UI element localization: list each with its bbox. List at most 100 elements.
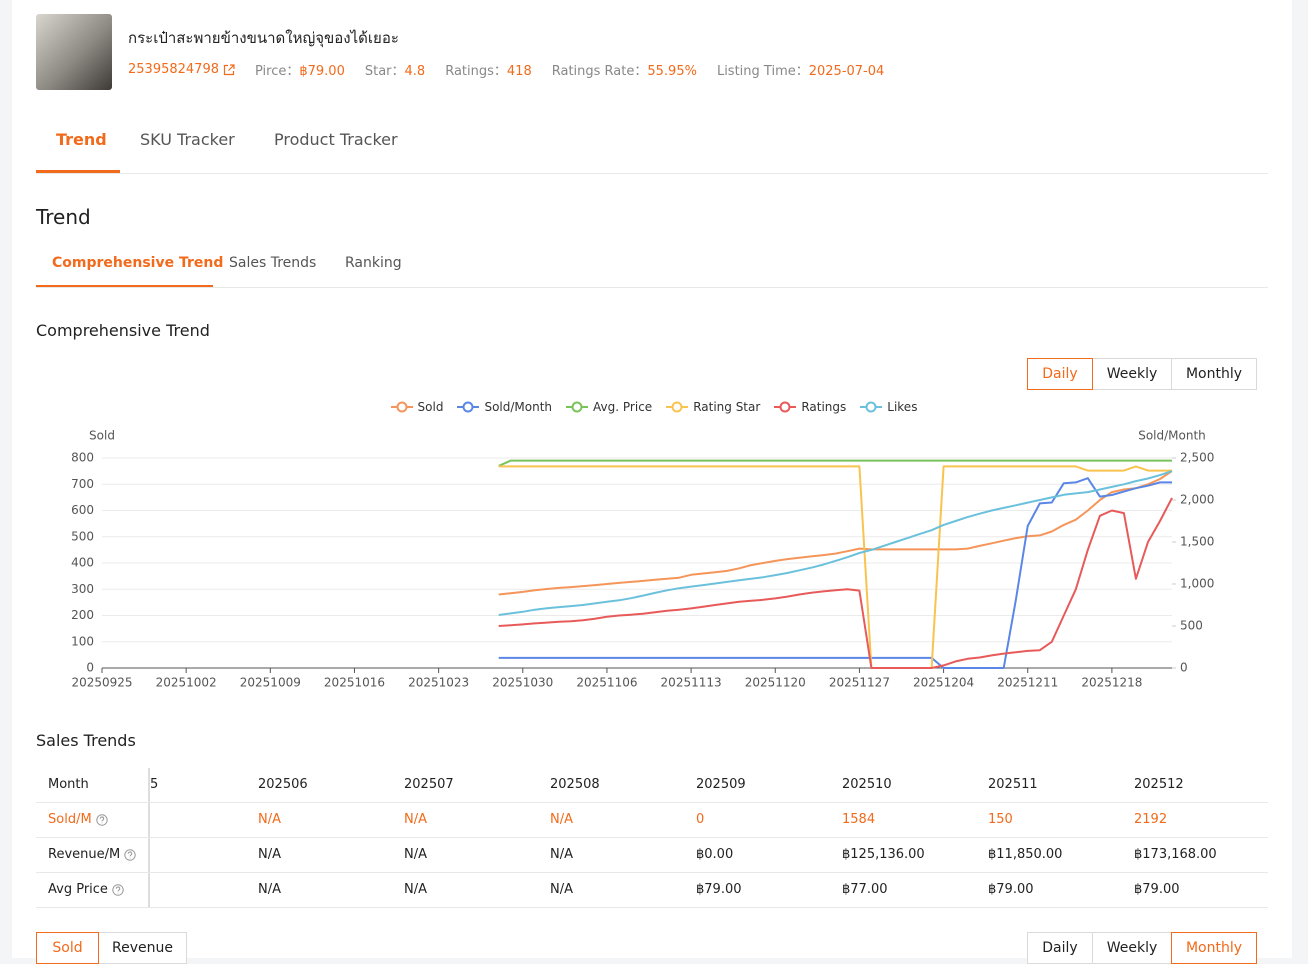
header-cell: 202512 [1134, 777, 1184, 792]
row-label: Avg Price [48, 882, 124, 897]
header-cell: 202506 [258, 777, 308, 792]
help-icon[interactable] [112, 883, 124, 896]
product-id-link[interactable]: 25395824798 [128, 62, 235, 77]
header-cell: 202509 [696, 777, 746, 792]
x-tick-label: 20251009 [240, 676, 301, 690]
legend-icon [666, 401, 689, 413]
header-cell: Month [48, 777, 89, 792]
table-cell: ฿0.00 [696, 847, 734, 862]
legend-label: Sold/Month [484, 400, 553, 414]
toggle-button[interactable]: Weekly [1092, 358, 1172, 390]
table-cell: N/A [258, 812, 281, 827]
x-tick-label: 20251211 [997, 676, 1058, 690]
y-tick-label: 0 [86, 661, 94, 675]
help-circle [124, 848, 136, 861]
table-cell: N/A [258, 882, 281, 897]
product-info: 25395824798 Pirce：฿79.00 Star：4.8 Ratings：… [128, 60, 884, 79]
table-cell: ฿11,850.00 [988, 847, 1063, 862]
legend-item[interactable]: Sold [390, 400, 443, 414]
legend-icon [457, 401, 480, 413]
legend-label: Ratings [801, 400, 847, 414]
legend-icon [860, 401, 883, 413]
tab[interactable]: Trend [56, 130, 107, 149]
toggle-button[interactable]: Revenue [98, 932, 187, 964]
tab[interactable]: SKU Tracker [140, 130, 235, 149]
header-cell: 202510 [842, 777, 892, 792]
legend-item[interactable]: Avg. Price [566, 400, 652, 414]
x-tick-label: 20251127 [829, 676, 890, 690]
table-cell: N/A [550, 882, 573, 897]
product-image [36, 14, 112, 90]
series-line [498, 459, 1172, 467]
subtab[interactable]: Ranking [345, 255, 402, 271]
row-line [36, 907, 1268, 908]
external-link-icon[interactable] [223, 63, 235, 76]
card [12, 0, 1292, 958]
row-label-text: Revenue/M [48, 847, 121, 862]
help-circle [112, 883, 124, 896]
legend-marker [671, 401, 683, 413]
y-tick-label: 200 [71, 608, 94, 622]
help-glyph [128, 851, 133, 858]
field-label: Ratings Rate： [551, 64, 648, 79]
sales-trends-title: Sales Trends [36, 731, 136, 750]
legend-marker [865, 401, 877, 413]
table-cell: ฿79.00 [1134, 882, 1180, 897]
legend-item[interactable]: Sold/Month [457, 400, 552, 414]
help-glyph [99, 816, 104, 823]
legend-label: Rating Star [693, 400, 761, 414]
row-line [36, 872, 1268, 873]
table-cell: ฿77.00 [842, 882, 888, 897]
legend-marker [779, 401, 791, 413]
field-label: Pirce： [254, 64, 300, 79]
legend-icon [774, 401, 797, 413]
help-icon[interactable] [95, 813, 108, 826]
legend-label: Likes [887, 400, 918, 414]
toggle-button[interactable]: Daily [1027, 358, 1093, 390]
field-label: Star： [364, 64, 405, 79]
toggle-button[interactable]: Monthly [1171, 932, 1257, 964]
table-cell: ฿79.00 [696, 882, 742, 897]
y2-tick-label: 1,000 [1180, 577, 1214, 591]
header-cell: 202507 [404, 777, 454, 792]
table-cell: N/A [404, 812, 427, 827]
y2-tick-label: 500 [1180, 619, 1203, 633]
y2-tick-label: 2,500 [1180, 451, 1214, 465]
legend-marker [571, 401, 583, 413]
legend-label: Avg. Price [593, 400, 653, 414]
help-icon[interactable] [124, 848, 136, 861]
y-tick-label: 300 [71, 582, 94, 596]
legend: Sold Sold/Month Avg. Price Rating Star Ratin… [0, 400, 1308, 414]
field-value: 2025-07-04 [808, 64, 885, 79]
toggle-button[interactable]: Daily [1027, 932, 1093, 964]
y2-axis-title: Sold/Month [1138, 429, 1206, 443]
product-title: กระเป๋าสะพายข้างขนาดใหญ่จุของได้เยอะ [128, 29, 399, 47]
table-cell: ฿125,136.00 [842, 847, 925, 862]
field-label: Ratings： [445, 64, 507, 79]
tab[interactable]: Product Tracker [274, 130, 398, 149]
header-cell-partial: 5 [150, 777, 159, 792]
row-label-text: Sold/M [48, 812, 92, 827]
product-id[interactable]: 25395824798 [128, 62, 219, 77]
chart: Sold Sold/Month 0 100 200 300 400 500 600 700 800 0… [71, 429, 1214, 690]
info-field: Ratings：418 [445, 60, 532, 79]
field-label: Listing Time： [716, 64, 809, 79]
legend-item[interactable]: Rating Star [666, 400, 760, 414]
row-label: Revenue/M [48, 847, 136, 862]
toggle-button[interactable]: Weekly [1092, 932, 1172, 964]
row-line [36, 837, 1268, 838]
legend-item[interactable]: Likes [860, 400, 917, 414]
toggle-button[interactable]: Sold [36, 932, 99, 964]
field-value: 55.95% [647, 64, 697, 79]
subtab[interactable]: Sales Trends [229, 255, 317, 271]
field-value: 418 [506, 64, 532, 79]
help-circle [95, 813, 108, 826]
legend-icon [390, 401, 413, 413]
table-cell: 1584 [842, 812, 876, 827]
subtab[interactable]: Comprehensive Trend [52, 255, 224, 271]
legend-item[interactable]: Ratings [774, 400, 846, 414]
x-tick-label: 20251218 [1081, 676, 1142, 690]
header-cell: 202508 [550, 777, 600, 792]
toggle-button[interactable]: Monthly [1171, 358, 1257, 390]
